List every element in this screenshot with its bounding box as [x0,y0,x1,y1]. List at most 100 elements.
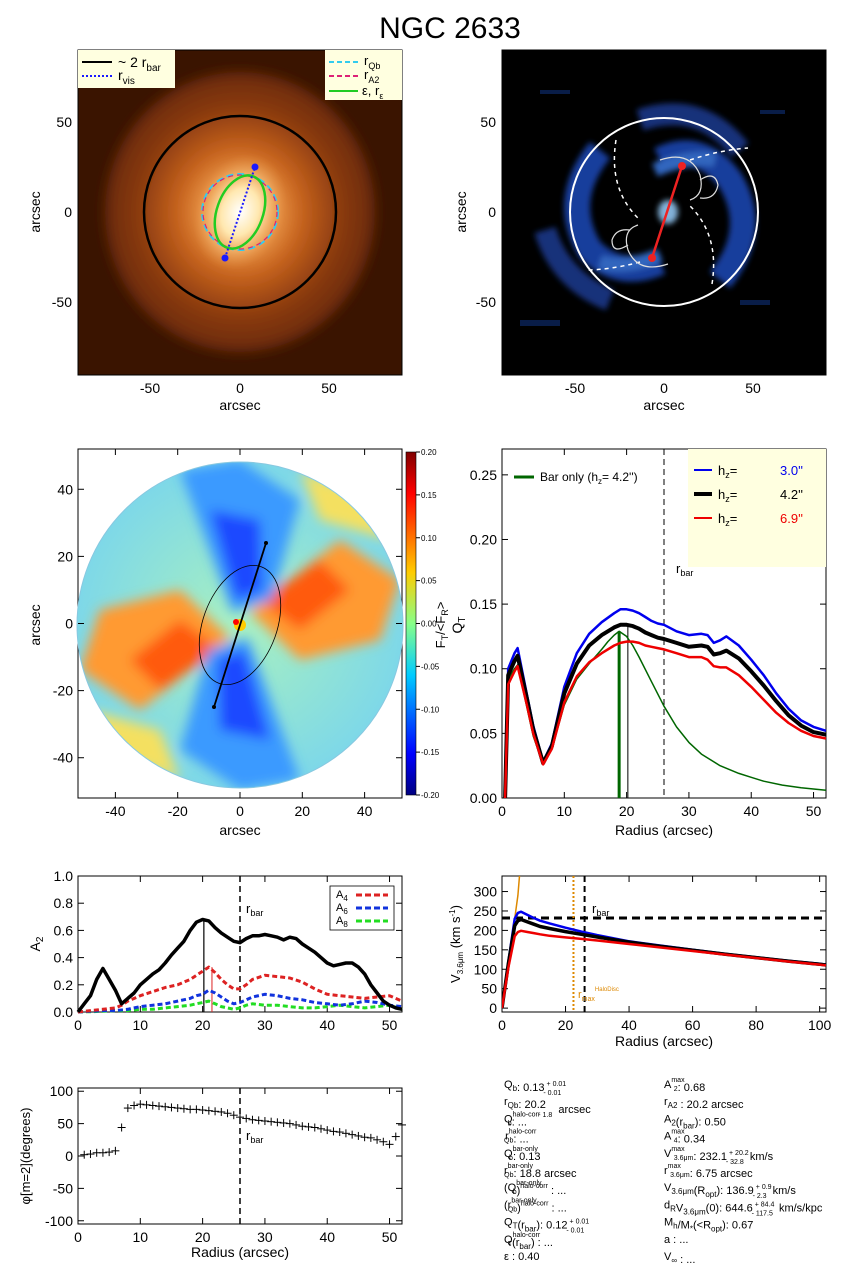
colorbar-tick: -0.10 [421,705,440,714]
x-tick-label: 50 [382,1017,398,1033]
y-tick-label: 0.6 [54,922,74,938]
svg-text:-50: -50 [476,294,496,310]
phase-point [304,1122,313,1131]
qt-ylabel: QT [449,617,468,634]
y-tick-label: 0.8 [54,895,74,911]
y-tick-label: 0.15 [470,596,497,612]
ra2-circle [202,174,278,250]
phase-point [86,1150,95,1159]
two-rbar-circle [142,114,338,310]
a2-series-line [77,999,403,1014]
y-tick-label: 50 [57,1116,73,1132]
force-x-tick: 20 [295,803,311,819]
qt-legend-42: 4.2'' [780,487,803,502]
colorbar-tick: -0.15 [421,748,440,757]
svg-text:0: 0 [236,380,244,396]
qt-series-line [503,640,827,799]
legend-2rbar: ~ 2 r [118,54,147,70]
param-row: Qhalo-corr b: ... [504,1111,541,1128]
phase-point [123,1104,132,1113]
param-row: Vmax 3.6μm: 232.1 + 20.2- 32.8 km/s [664,1146,774,1166]
y-tick-label: 200 [474,922,498,938]
phase-point [335,1128,344,1137]
legend-rvis: r [118,67,123,83]
y-tick-label: -100 [45,1213,73,1229]
x-tick-label: 30 [681,803,697,819]
param-row: A2(rbar): 0.50 [664,1113,726,1130]
panel-residual-image: arcsec arcsec -50 0 50 50 0 -50 [453,49,827,413]
phase-point [155,1102,163,1111]
force-y-tick: 20 [57,548,73,564]
param-row: (rbar-only Qb)halo-corr : ... [504,1197,567,1214]
colorbar [405,451,417,796]
vc-rbar-label: rbar [592,901,609,918]
svg-text:rvis: rvis [118,67,135,87]
x-tick-label: 60 [685,1017,701,1033]
phase-point [267,1117,276,1126]
y-tick-label: 0 [65,1148,73,1164]
svg-text:arcsec: arcsec [453,191,469,232]
phase-point [260,1117,269,1126]
qt-xlabel: Radius (arcsec) [615,822,713,838]
x-tick-label: 0 [74,1229,82,1245]
phase-point [142,1100,151,1109]
a2-legend-a4: A [336,889,344,901]
svg-text:arcsec: arcsec [27,604,43,645]
x-tick-label: 20 [195,1229,211,1245]
qt-legend-30: 3.0'' [780,463,803,478]
phase-point [298,1122,307,1131]
force-bar-line [213,542,267,708]
y-tick-label: 100 [474,961,498,977]
vc-ylabel: V3.6μm (km s-1) [448,905,465,983]
param-row: V∞ : ... [664,1251,695,1266]
phase-point [379,1137,388,1146]
colorbar-tick: 0.10 [421,534,437,543]
phase-point [105,1148,114,1157]
panel-force-map: 0.20 0.15 0.10 0.05 0.00 -0.05 -0.10 -0.15 -0.20… [27,448,450,838]
img1-ylabel: arcsec [27,191,43,232]
panel-rotation-curve: 0 20 40 60 80 100 0 50 100 150 200 250 300 rbar rmax… [448,875,832,1049]
x-tick-label: 10 [557,803,573,819]
phase-point [179,1104,188,1113]
y-tick-label: 0.25 [470,467,497,483]
x-tick-label: 0 [498,1017,506,1033]
phase-point [248,1115,257,1124]
x-tick-label: 40 [743,803,759,819]
svg-text:rA2: rA2 [364,67,379,85]
param-row: Qhalo-corr T(rbar) : ... [504,1232,553,1251]
y-tick-label: 0.4 [54,950,74,966]
a2-legend-a8: A [336,915,344,927]
colorbar-tick: -0.05 [421,662,440,671]
svg-text:-50: -50 [565,380,585,396]
phase-point [323,1126,332,1135]
phase-point [161,1102,170,1111]
svg-text:A8: A8 [336,915,348,929]
a2-ylabel: A2 [27,936,46,951]
panel-qt-profile: 0 10 20 30 40 500.000.050.100.150.200.25 hz= … [449,448,827,838]
param-row: rbar-only Qb: 18.8 arcsec [504,1163,577,1180]
force-ellipse [198,564,282,686]
phase-point [236,1113,244,1122]
a2-series-line [77,988,403,1014]
x-tick-label: 0 [74,1017,82,1033]
phase-point [317,1124,325,1133]
svg-text:hz=: hz= [718,487,737,504]
x-tick-label: 30 [257,1229,273,1245]
x-tick-label: 100 [808,1017,832,1033]
x-tick-label: 40 [319,1017,335,1033]
epsilon-ellipse [213,174,267,250]
phase-point [310,1123,319,1132]
force-x-tick: -40 [105,803,125,819]
param-row: QT(rbar): 0.12 + 0.01- 0.01 [504,1217,589,1235]
x-tick-label: 0 [498,803,506,819]
svg-text:50: 50 [480,114,496,130]
y-tick-label: 300 [474,884,498,900]
rqb-circle [201,173,279,251]
phase-point [229,1111,238,1120]
svg-text:0: 0 [64,204,72,220]
svg-text:hz=: hz= [718,463,737,480]
phase-point [217,1107,226,1116]
residual-circle [569,117,759,307]
